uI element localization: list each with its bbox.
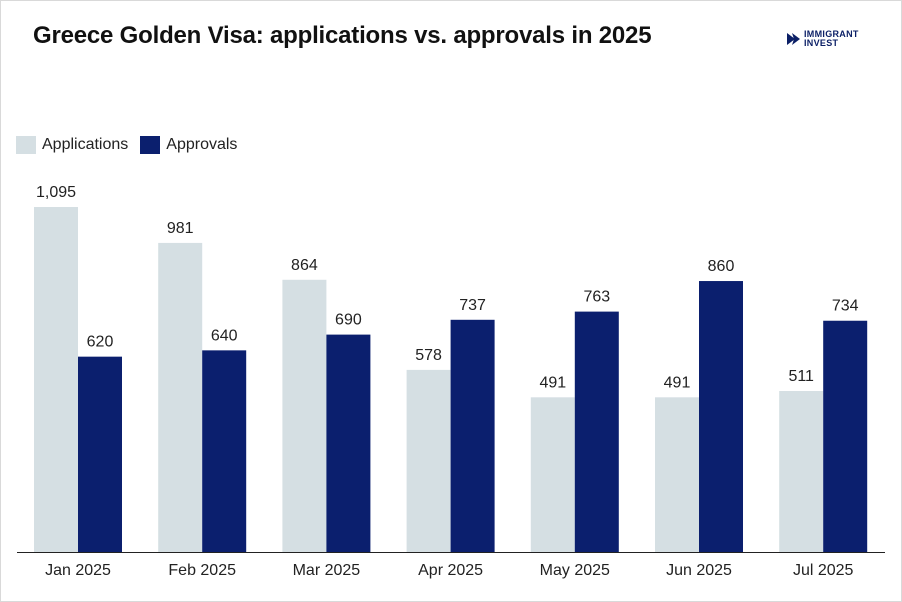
legend-label-approvals: Approvals [166,136,238,153]
x-tick-label: Jun 2025 [666,562,732,579]
value-label-approvals: 690 [335,312,362,329]
legend-swatch-applications [16,136,36,154]
bar-applications [158,242,203,553]
legend-item-applications: Applications [16,136,128,154]
chart-title: Greece Golden Visa: applications vs. app… [33,22,652,49]
bar-approvals [699,281,743,552]
x-tick-label: Mar 2025 [293,562,361,579]
value-label-approvals: 734 [832,298,859,315]
logo-line-1: IMMIGRANT [804,29,859,39]
bar-approvals [574,311,619,552]
bar-applications [282,279,327,552]
immigrant-invest-logo: IMMIGRANT INVEST [786,28,886,50]
logo-arrow-icon [787,33,800,45]
value-label-approvals: 640 [211,327,238,344]
value-label-approvals: 763 [583,289,610,306]
value-label-applications: 491 [539,374,566,391]
value-label-applications: 578 [415,347,442,364]
bar-applications [779,391,824,552]
value-label-applications: 864 [291,257,318,274]
legend-swatch-approvals [140,136,161,154]
x-tick-label: Feb 2025 [168,562,236,579]
bar-applications [406,369,451,552]
value-label-approvals: 737 [459,297,486,314]
bar-applications [34,207,78,552]
bar-applications [655,397,699,552]
x-tick-label: Jul 2025 [793,562,854,579]
bar-applications [530,397,575,552]
logo-line-2: INVEST [804,38,839,48]
value-label-applications: 981 [167,220,194,237]
value-label-applications: 511 [788,368,814,385]
x-tick-label: Jan 2025 [45,562,111,579]
chart-legend: Applications Approvals [16,136,249,154]
bar-approvals [202,350,247,552]
bar-approvals [823,320,868,552]
value-label-approvals: 860 [708,258,735,275]
bar-approvals [78,356,122,552]
bar-approvals [450,319,495,552]
legend-label-applications: Applications [42,136,129,153]
value-label-applications: 1,095 [36,184,76,201]
x-tick-label: May 2025 [540,562,610,579]
x-tick-label: Apr 2025 [418,562,483,579]
legend-item-approvals: Approvals [140,136,237,154]
value-label-applications: 491 [664,374,691,391]
bar-approvals [326,334,371,552]
value-label-approvals: 620 [87,334,114,351]
